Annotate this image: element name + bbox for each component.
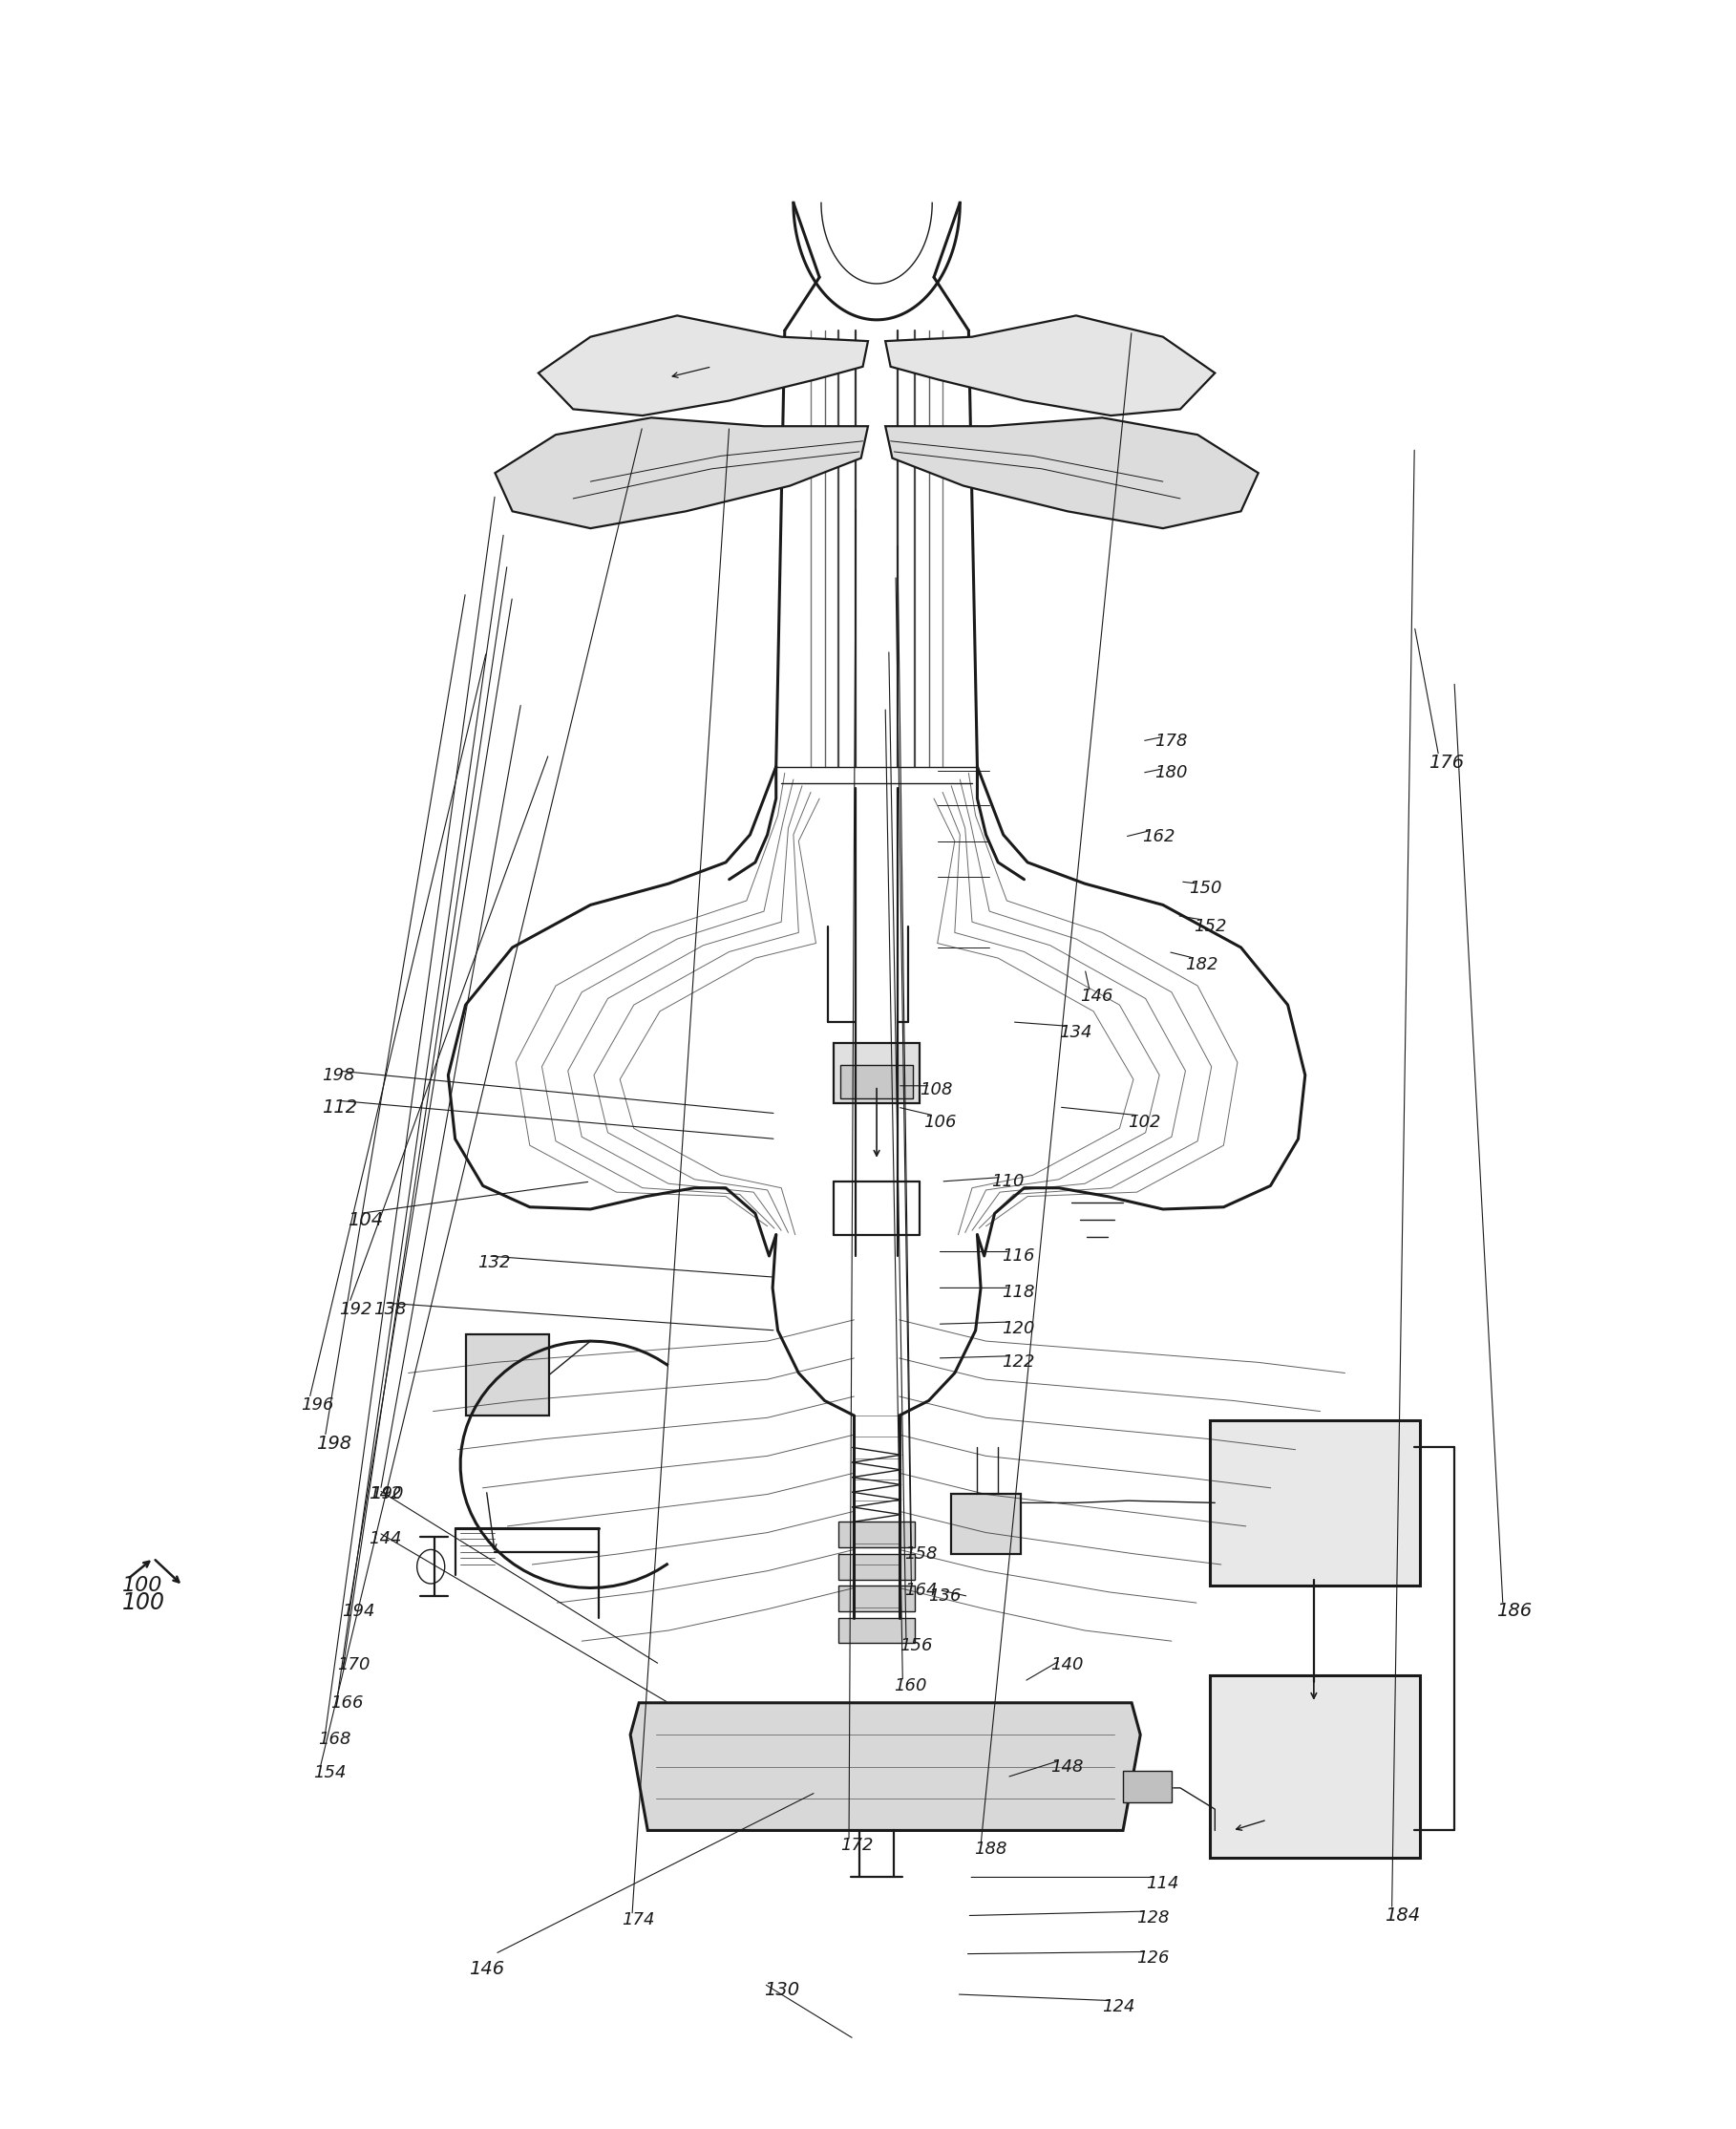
Text: 196: 196 (300, 1397, 333, 1414)
Text: 148: 148 (1050, 1759, 1083, 1776)
Text: 182: 182 (1186, 956, 1219, 973)
Text: 170: 170 (337, 1656, 370, 1673)
FancyBboxPatch shape (1123, 1771, 1172, 1803)
Text: 176: 176 (1429, 754, 1463, 771)
Text: 136: 136 (929, 1588, 962, 1605)
Text: 104: 104 (347, 1211, 384, 1228)
Text: 128: 128 (1137, 1910, 1170, 1927)
Text: 156: 156 (899, 1637, 932, 1654)
FancyBboxPatch shape (838, 1586, 915, 1612)
Polygon shape (630, 1703, 1141, 1831)
FancyBboxPatch shape (838, 1618, 915, 1644)
FancyBboxPatch shape (838, 1554, 915, 1580)
Polygon shape (538, 315, 868, 415)
FancyBboxPatch shape (1210, 1676, 1420, 1859)
Text: 100: 100 (122, 1575, 163, 1595)
Text: 168: 168 (318, 1731, 351, 1748)
Text: 112: 112 (321, 1099, 358, 1116)
Text: 194: 194 (342, 1603, 375, 1620)
Polygon shape (885, 315, 1215, 415)
Text: 180: 180 (1154, 764, 1187, 781)
Text: 162: 162 (1142, 828, 1175, 845)
Text: 114: 114 (1146, 1876, 1179, 1893)
Text: 110: 110 (991, 1173, 1024, 1190)
Text: 164: 164 (904, 1582, 937, 1599)
Text: 146: 146 (469, 1959, 505, 1978)
FancyBboxPatch shape (833, 1043, 920, 1103)
Text: 116: 116 (1002, 1248, 1035, 1265)
Text: 186: 186 (1496, 1603, 1531, 1620)
Text: 178: 178 (1154, 732, 1187, 749)
Text: 172: 172 (840, 1837, 873, 1854)
Text: 174: 174 (621, 1912, 654, 1929)
Text: 160: 160 (894, 1678, 927, 1695)
Polygon shape (495, 417, 868, 528)
Text: 108: 108 (920, 1082, 953, 1099)
Text: 144: 144 (368, 1531, 401, 1548)
Text: 134: 134 (1059, 1024, 1092, 1041)
Text: 122: 122 (1002, 1354, 1035, 1371)
Text: 106: 106 (924, 1113, 957, 1130)
FancyBboxPatch shape (951, 1495, 1021, 1554)
Text: 100: 100 (122, 1590, 165, 1614)
Text: 140: 140 (1050, 1656, 1083, 1673)
Text: 190: 190 (370, 1486, 403, 1503)
Text: 158: 158 (904, 1546, 937, 1563)
FancyBboxPatch shape (1210, 1420, 1420, 1586)
FancyBboxPatch shape (840, 1064, 913, 1099)
Text: 146: 146 (1080, 988, 1113, 1005)
Text: 188: 188 (974, 1842, 1007, 1859)
Text: 138: 138 (373, 1301, 406, 1318)
Text: 166: 166 (330, 1695, 363, 1712)
Text: 184: 184 (1385, 1905, 1420, 1925)
Text: 102: 102 (1128, 1113, 1161, 1130)
FancyBboxPatch shape (838, 1522, 915, 1548)
Text: 154: 154 (312, 1765, 345, 1782)
Text: 124: 124 (1102, 1999, 1135, 2016)
Text: 130: 130 (764, 1980, 799, 1999)
Text: 150: 150 (1189, 879, 1222, 896)
Text: 118: 118 (1002, 1284, 1035, 1301)
Text: 152: 152 (1194, 918, 1227, 935)
Text: 142: 142 (368, 1486, 401, 1503)
Text: 132: 132 (477, 1254, 510, 1271)
Text: 120: 120 (1002, 1320, 1035, 1337)
Text: 198: 198 (316, 1435, 352, 1452)
Text: 192: 192 (339, 1301, 372, 1318)
Text: 198: 198 (321, 1067, 354, 1084)
Polygon shape (885, 417, 1259, 528)
Text: 126: 126 (1137, 1950, 1170, 1967)
FancyBboxPatch shape (465, 1335, 549, 1416)
